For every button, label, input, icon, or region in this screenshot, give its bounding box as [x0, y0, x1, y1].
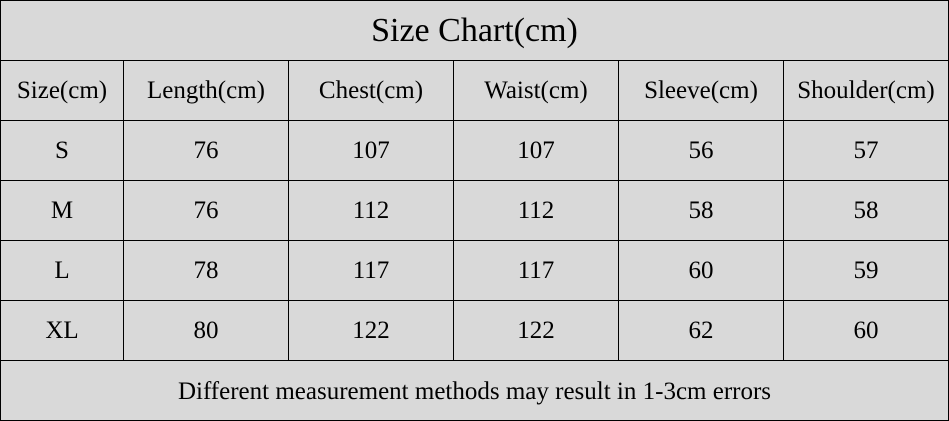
- value-cell: 60: [619, 241, 784, 301]
- value-cell: 60: [784, 301, 948, 361]
- size-cell: XL: [1, 301, 124, 361]
- value-cell: 76: [124, 121, 289, 181]
- header-cell: Length(cm): [124, 61, 289, 121]
- size-cell: S: [1, 121, 124, 181]
- header-cell: Size(cm): [1, 61, 124, 121]
- value-cell: 117: [289, 241, 454, 301]
- header-cell: Waist(cm): [454, 61, 619, 121]
- value-cell: 76: [124, 181, 289, 241]
- value-cell: 122: [289, 301, 454, 361]
- size-cell: M: [1, 181, 124, 241]
- value-cell: 107: [454, 121, 619, 181]
- value-cell: 57: [784, 121, 948, 181]
- value-cell: 112: [289, 181, 454, 241]
- value-cell: 58: [784, 181, 948, 241]
- header-cell: Chest(cm): [289, 61, 454, 121]
- value-cell: 59: [784, 241, 948, 301]
- value-cell: 56: [619, 121, 784, 181]
- value-cell: 107: [289, 121, 454, 181]
- size-cell: L: [1, 241, 124, 301]
- value-cell: 122: [454, 301, 619, 361]
- value-cell: 78: [124, 241, 289, 301]
- value-cell: 58: [619, 181, 784, 241]
- header-cell: Shoulder(cm): [784, 61, 948, 121]
- title: Size Chart(cm): [1, 1, 948, 61]
- value-cell: 62: [619, 301, 784, 361]
- value-cell: 80: [124, 301, 289, 361]
- footer-note: Different measurement methods may result…: [177, 377, 772, 405]
- value-cell: 112: [454, 181, 619, 241]
- header-cell: Sleeve(cm): [619, 61, 784, 121]
- value-cell: 117: [454, 241, 619, 301]
